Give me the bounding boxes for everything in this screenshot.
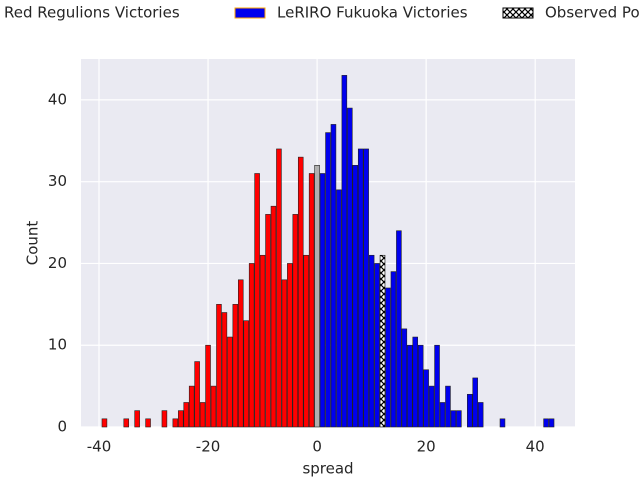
x-tick-label: 0 — [312, 438, 322, 456]
bar — [205, 344, 211, 428]
x-tick-label: 20 — [417, 438, 436, 456]
bar — [319, 173, 326, 428]
bar — [401, 328, 408, 428]
bar — [188, 385, 195, 428]
bar — [259, 254, 266, 428]
bar — [101, 418, 108, 428]
bar — [477, 402, 484, 428]
bar — [221, 312, 228, 428]
bar — [248, 263, 255, 428]
bar — [172, 418, 179, 428]
bar — [467, 393, 473, 428]
x-axis-label: spread — [302, 460, 353, 478]
bar — [357, 148, 364, 428]
x-tick-label: -40 — [87, 438, 112, 456]
bar — [499, 418, 506, 428]
bar — [336, 189, 342, 428]
bar — [330, 124, 337, 428]
bar — [407, 344, 413, 428]
bar — [178, 410, 184, 428]
bar — [243, 320, 249, 428]
bar — [314, 165, 320, 428]
bar — [254, 173, 260, 428]
bar — [543, 418, 549, 428]
bar — [434, 344, 440, 428]
y-tick-label: 30 — [48, 172, 67, 190]
bar — [308, 173, 315, 428]
bar — [423, 369, 429, 428]
bar — [227, 336, 233, 428]
bar — [281, 279, 288, 428]
y-axis-label: Count — [24, 221, 42, 266]
legend-label: LeRIRO Fukuoka Victories — [277, 4, 468, 22]
bar — [303, 254, 309, 428]
bar — [287, 263, 293, 428]
bar — [428, 385, 435, 428]
bar — [216, 304, 222, 428]
bar — [276, 148, 282, 428]
bar — [450, 410, 457, 428]
bar — [238, 279, 244, 428]
bar — [183, 402, 189, 428]
legend-label: Observed Point — [545, 4, 640, 22]
y-tick-label: 40 — [48, 90, 67, 108]
bar — [347, 107, 353, 428]
bar — [363, 148, 369, 428]
legend-swatch — [502, 7, 534, 19]
bar — [161, 410, 168, 428]
bar — [265, 214, 271, 428]
bar — [292, 214, 299, 428]
bar — [374, 263, 380, 428]
bar — [352, 165, 359, 428]
bar — [145, 418, 151, 428]
bar — [368, 254, 375, 428]
bar — [232, 304, 239, 428]
y-tick-label: 10 — [48, 336, 67, 354]
bar — [445, 385, 451, 428]
bar — [199, 402, 206, 428]
bar — [341, 75, 348, 428]
legend-label: Tohoku Red Regulions Victories — [0, 4, 180, 22]
bar — [210, 385, 217, 428]
bar — [472, 377, 478, 428]
bar — [123, 418, 130, 428]
bar — [439, 402, 446, 428]
bar — [194, 361, 200, 428]
bar — [396, 230, 402, 428]
legend-swatch — [234, 7, 266, 19]
bar — [548, 418, 555, 428]
bar — [385, 287, 391, 428]
y-tick-label: 20 — [48, 254, 67, 272]
bar — [270, 205, 277, 428]
bar — [456, 410, 462, 428]
y-tick-label: 0 — [57, 418, 67, 436]
bar — [412, 336, 418, 428]
bar — [417, 344, 424, 428]
bar — [379, 254, 386, 428]
x-tick-label: -20 — [196, 438, 221, 456]
bar — [134, 410, 140, 428]
x-tick-label: 40 — [526, 438, 545, 456]
bar — [390, 271, 397, 428]
bar — [297, 156, 304, 428]
bar — [325, 132, 331, 428]
